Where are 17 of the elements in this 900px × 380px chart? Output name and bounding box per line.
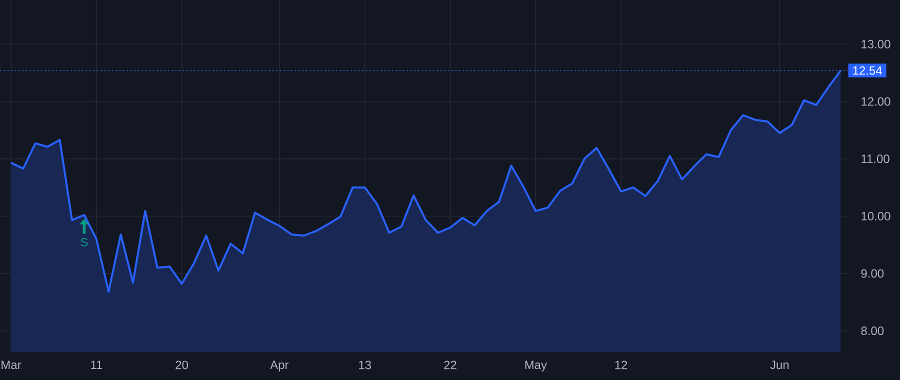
y-tick-label: 11.00: [862, 154, 890, 164]
y-tick-label: 12.00: [862, 97, 890, 106]
x-tick-label: 11: [91, 360, 102, 369]
x-tick-label: 12: [615, 360, 628, 370]
x-tick-label: May: [525, 360, 547, 372]
x-tick-label: 13: [359, 360, 371, 370]
x-tick-label: Mar: [2, 360, 22, 370]
y-tick-label: 10.00: [862, 212, 890, 220]
y-tick-label: 8.00: [861, 326, 884, 336]
annotation: S: [80, 238, 88, 246]
y-tick-label: 9.00: [861, 269, 884, 278]
x-tick-label: Apr: [270, 360, 289, 372]
x-tick-label: 20: [176, 360, 188, 370]
x-tick-label: Jun: [770, 360, 789, 370]
ref-line-label: 12.54: [853, 66, 882, 75]
y-tick-label: 13.00: [862, 40, 890, 48]
x-tick-label: 22: [444, 360, 456, 370]
